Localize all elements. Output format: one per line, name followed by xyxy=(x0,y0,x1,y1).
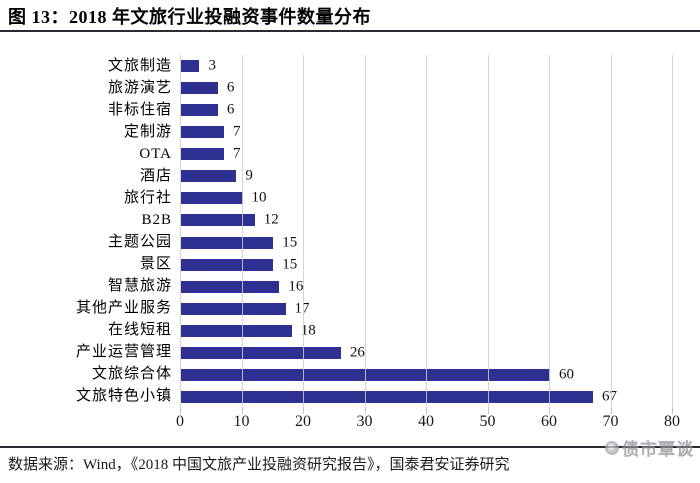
x-tick-label: 70 xyxy=(602,413,619,430)
watermark: 债市覃谈 xyxy=(605,435,694,460)
watermark-label: 债市覃谈 xyxy=(622,440,694,459)
category-label: 文旅特色小镇 xyxy=(75,388,172,405)
bar-row: 智慧旅游 16 xyxy=(0,276,700,298)
bar-track: 10 xyxy=(181,187,673,209)
category-label: B2B xyxy=(141,211,172,228)
category-label: OTA xyxy=(139,145,172,162)
bar-value-label: 12 xyxy=(263,211,279,228)
x-tick-label: 60 xyxy=(541,413,557,430)
bar-value-label: 67 xyxy=(602,388,618,405)
x-tick-label: 10 xyxy=(233,413,250,430)
category-label: 文旅制造 xyxy=(107,57,172,74)
bar xyxy=(181,170,237,183)
bar-track: 60 xyxy=(181,364,673,386)
category-label: 旅行社 xyxy=(123,189,172,206)
category-label: 旅游演艺 xyxy=(107,79,172,96)
bar-value-label: 15 xyxy=(282,234,298,251)
bar-value-label: 10 xyxy=(251,189,267,206)
bar xyxy=(181,60,200,73)
bar xyxy=(181,280,280,293)
bar-value-label: 3 xyxy=(208,57,216,74)
x-tick-label: 0 xyxy=(176,413,184,430)
bar xyxy=(181,104,218,117)
bar-track: 7 xyxy=(181,143,673,165)
x-tick-label: 20 xyxy=(295,413,311,430)
bar-track: 6 xyxy=(181,77,673,99)
bar-row: 文旅综合体 60 xyxy=(0,364,700,386)
bar-chart: 文旅制造 3 旅游演艺 6 非标住宿 6 定制游 7 OTA 7 酒店 9 旅行社 10 B2B 12 主题公园… xyxy=(0,55,700,408)
category-label: 景区 xyxy=(139,256,172,273)
bar xyxy=(181,82,218,95)
category-label: 产业运营管理 xyxy=(75,344,172,361)
footer-divider-line xyxy=(0,446,700,448)
bar-value-label: 26 xyxy=(349,344,365,361)
bar-row: 在线短租 18 xyxy=(0,320,700,342)
bar-track: 9 xyxy=(181,165,673,187)
bar-track: 26 xyxy=(181,342,673,364)
x-tick-label: 80 xyxy=(664,413,680,430)
bar-track: 12 xyxy=(181,209,673,231)
bar-value-label: 7 xyxy=(233,145,241,162)
bar-value-label: 6 xyxy=(226,101,235,118)
bar xyxy=(181,346,341,359)
category-label: 在线短租 xyxy=(107,322,172,339)
category-label: 定制游 xyxy=(123,123,172,140)
bar-value-label: 15 xyxy=(282,256,298,273)
bar-value-label: 16 xyxy=(288,278,304,295)
bar-row: 文旅特色小镇 67 xyxy=(0,386,700,408)
bar-row: 产业运营管理 26 xyxy=(0,342,700,364)
bar-value-label: 7 xyxy=(233,123,241,140)
bar-row: 景区 15 xyxy=(0,254,700,276)
bar-track: 17 xyxy=(181,298,673,320)
bar-row: 旅游演艺 6 xyxy=(0,77,700,99)
x-axis: 0 10 20 30 40 50 60 70 80 xyxy=(176,412,680,434)
bar-track: 6 xyxy=(181,99,673,121)
bar xyxy=(181,126,225,139)
bar-row: OTA 7 xyxy=(0,143,700,165)
bar xyxy=(181,368,550,381)
bar-row: 其他产业服务 17 xyxy=(0,298,700,320)
category-label: 酒店 xyxy=(139,167,172,184)
bar-track: 3 xyxy=(181,55,673,77)
bar xyxy=(181,236,274,249)
bar-row: B2B 12 xyxy=(0,209,700,231)
category-label: 智慧旅游 xyxy=(107,278,172,295)
title-divider-line xyxy=(0,30,700,32)
bar-track: 15 xyxy=(181,254,673,276)
bar-track: 67 xyxy=(181,386,673,408)
bar xyxy=(181,302,286,315)
bar-track: 15 xyxy=(181,232,673,254)
figure-title: 图 13：2018 年文旅行业投融资事件数量分布 xyxy=(8,7,371,27)
watermark-logo-icon xyxy=(605,440,619,455)
bar-value-label: 6 xyxy=(226,79,235,96)
bar-row: 酒店 9 xyxy=(0,165,700,187)
x-tick-label: 40 xyxy=(418,413,434,430)
x-tick-label: 30 xyxy=(356,413,373,430)
bar-value-label: 18 xyxy=(300,322,316,339)
x-tick-label: 50 xyxy=(479,413,496,430)
bar-value-label: 9 xyxy=(245,167,253,184)
bar-row: 旅行社 10 xyxy=(0,187,700,209)
bar-track: 16 xyxy=(181,276,673,298)
bar-row: 主题公园 15 xyxy=(0,232,700,254)
bar xyxy=(181,324,292,337)
bar xyxy=(181,390,594,403)
bar xyxy=(181,148,225,161)
bar xyxy=(181,258,274,271)
bar xyxy=(181,214,255,227)
category-label: 文旅综合体 xyxy=(91,366,172,383)
bar-row: 文旅制造 3 xyxy=(0,55,700,77)
bar-track: 18 xyxy=(181,320,673,342)
bar-row: 定制游 7 xyxy=(0,121,700,143)
bar-row: 非标住宿 6 xyxy=(0,99,700,121)
category-label: 非标住宿 xyxy=(107,101,172,118)
category-label: 主题公园 xyxy=(107,234,172,251)
bar xyxy=(181,192,243,205)
bar-track: 7 xyxy=(181,121,673,143)
bar-value-label: 60 xyxy=(559,366,574,383)
bar-value-label: 17 xyxy=(294,300,310,317)
data-source-note: 数据来源：Wind，《2018 中国文旅产业投融资研究报告》，国泰君安证券研究 xyxy=(8,457,510,473)
category-label: 其他产业服务 xyxy=(75,300,172,317)
